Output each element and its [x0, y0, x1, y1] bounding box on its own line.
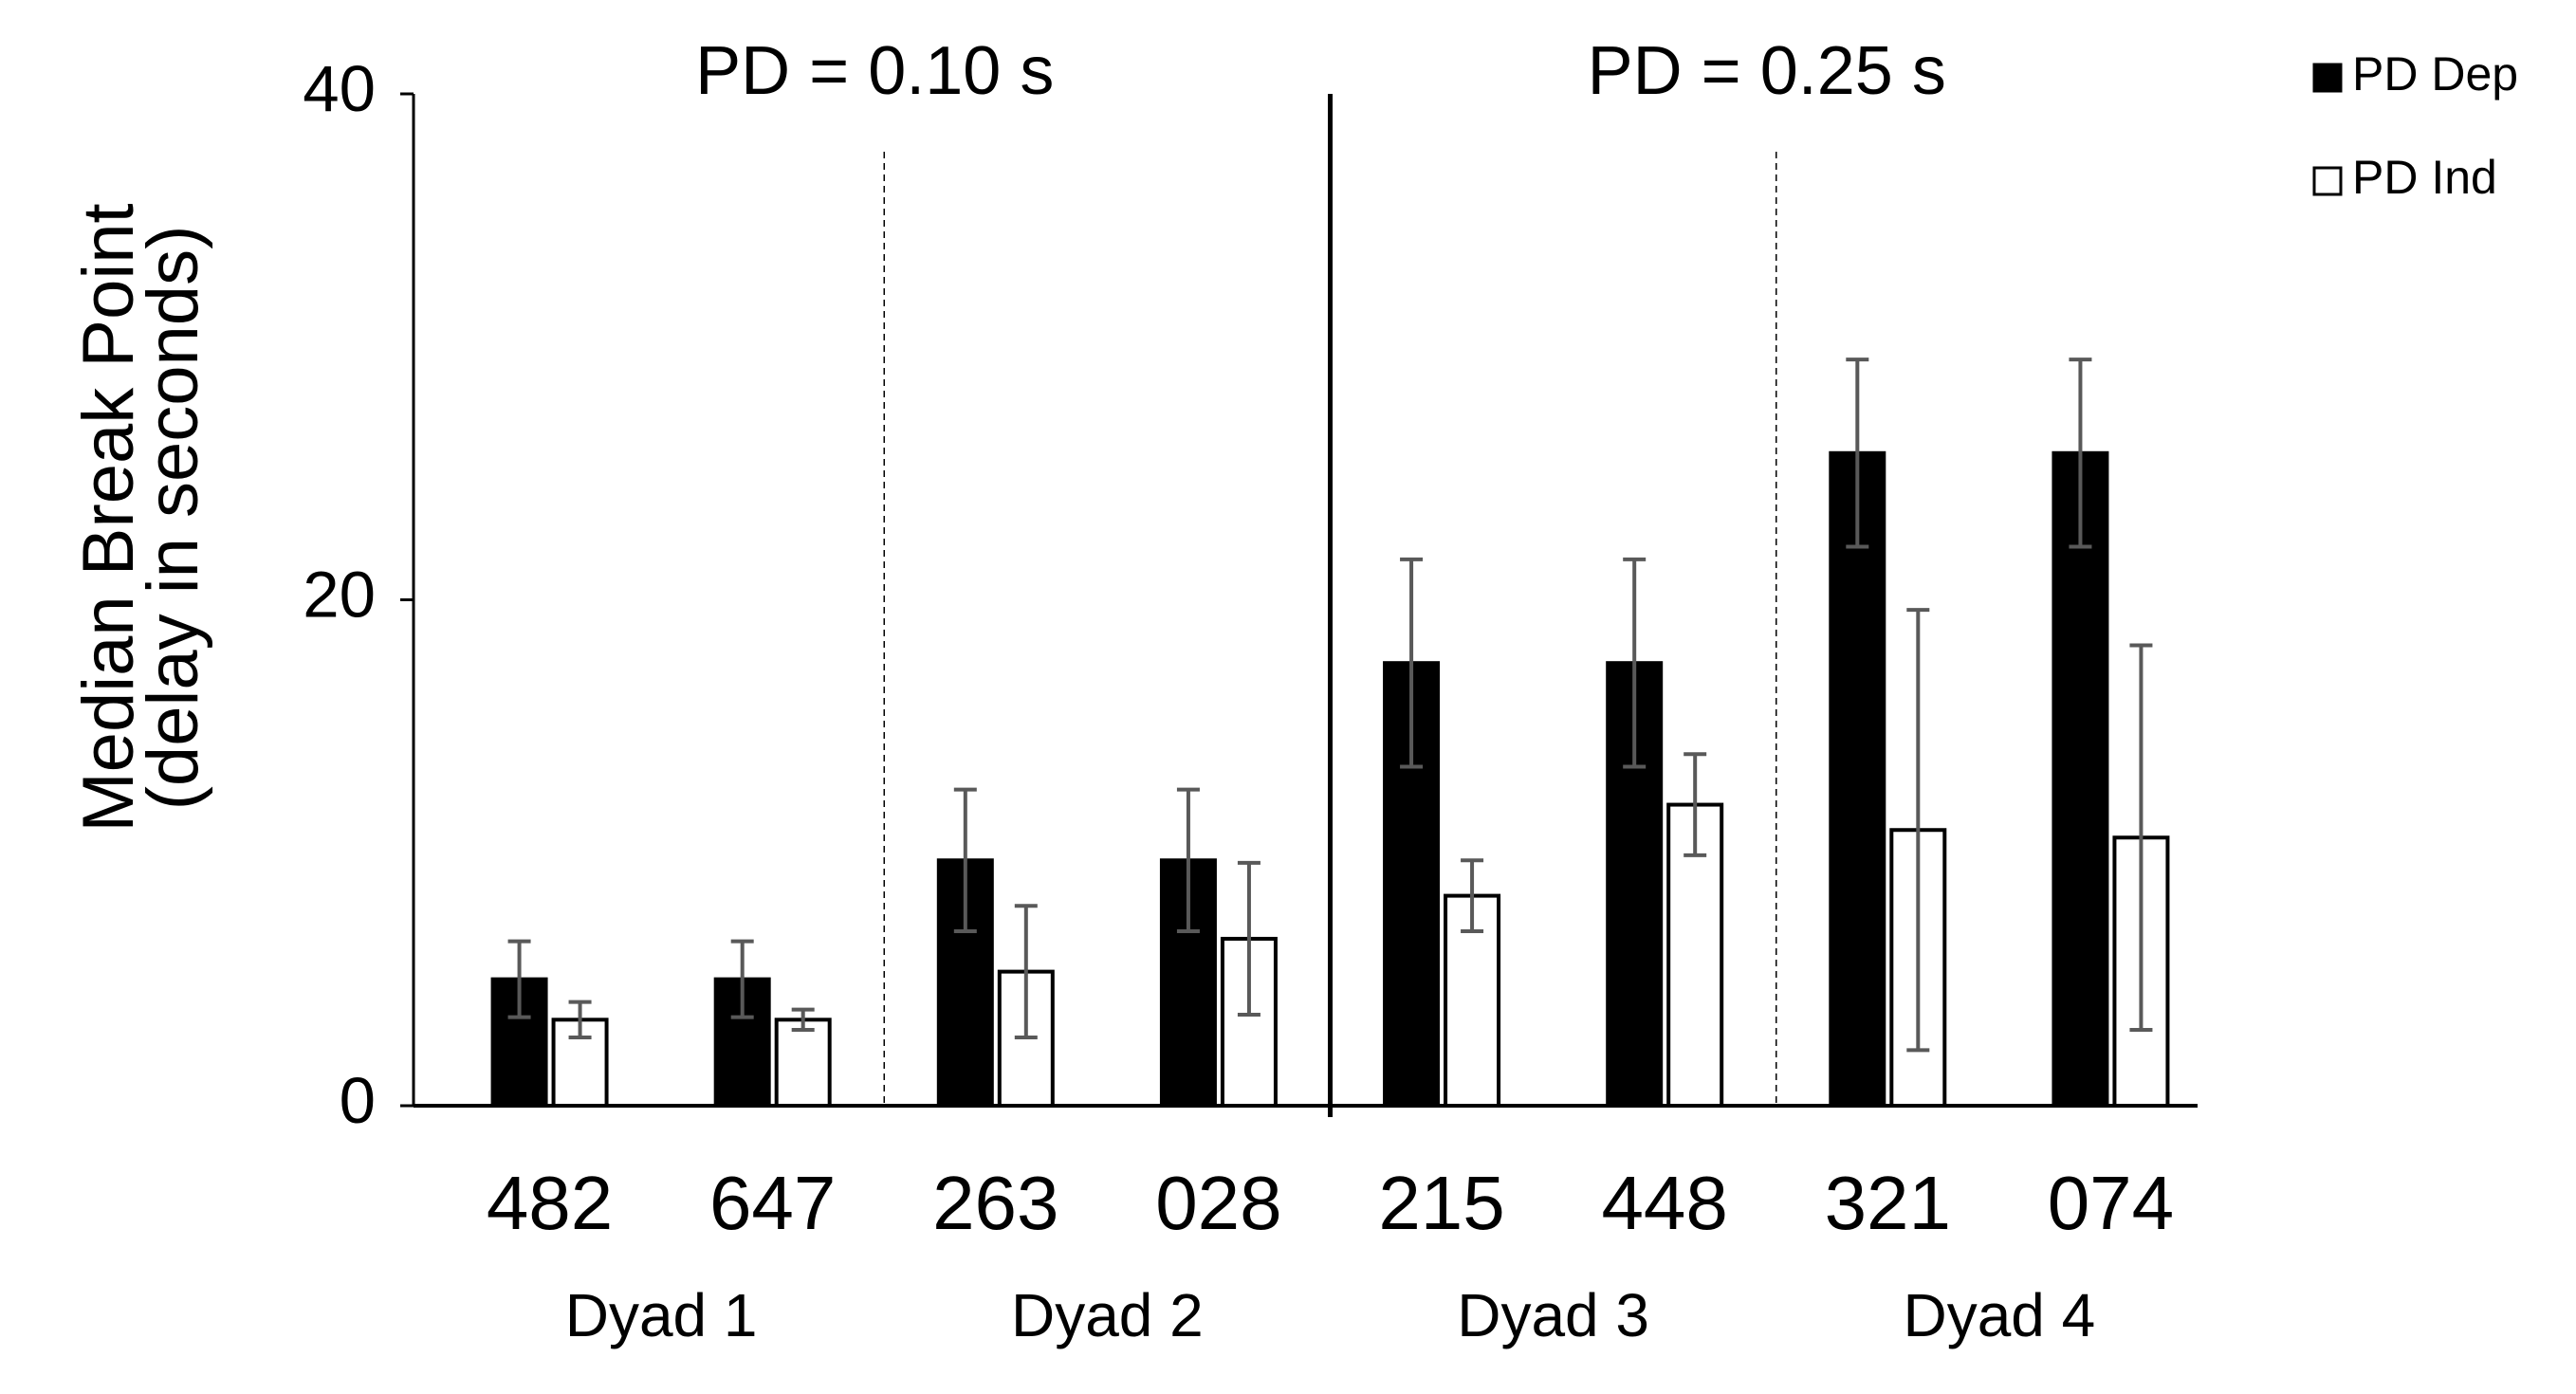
y-tick-label: 40	[303, 52, 376, 125]
x-tick-label: 028	[1155, 1161, 1281, 1245]
group-label: Dyad 3	[1457, 1281, 1649, 1349]
bar	[774, 1018, 832, 1109]
y-axis-label: Median Break Point	[68, 203, 149, 832]
error-bar	[507, 939, 531, 1019]
error-bar	[791, 1007, 815, 1032]
error-bar	[1906, 608, 1930, 1053]
group-label: Dyad 2	[1011, 1281, 1204, 1349]
x-tick-label: 647	[709, 1161, 836, 1245]
x-tick-label: 263	[932, 1161, 1058, 1245]
bar	[936, 858, 994, 1108]
error-bar	[1623, 557, 1647, 769]
annotation: PD = 0.10 s	[695, 33, 1054, 109]
error-bar	[953, 787, 977, 933]
y-axis-label: (delay in seconds)	[133, 226, 213, 811]
error-bar	[1237, 860, 1260, 1017]
error-bar	[2069, 358, 2092, 549]
y-tick-label: 20	[303, 559, 376, 632]
legend-swatch	[2312, 166, 2343, 196]
x-tick-label: 074	[2048, 1161, 2174, 1245]
error-bar	[1014, 904, 1038, 1039]
group-label: Dyad 1	[565, 1281, 758, 1349]
error-bar	[1400, 557, 1424, 769]
x-tick-label: 321	[1825, 1161, 1951, 1245]
error-bar	[1684, 752, 1707, 857]
error-bar	[1176, 787, 1200, 933]
error-bar	[568, 1000, 592, 1039]
error-bar	[1846, 358, 1869, 549]
y-tick-label: 0	[340, 1064, 376, 1137]
group-label: Dyad 4	[1903, 1281, 2095, 1349]
legend-label: PD Ind	[2352, 151, 2497, 204]
legend-swatch	[2312, 63, 2343, 93]
annotation: PD = 0.25 s	[1588, 33, 1946, 109]
error-bar	[2129, 643, 2153, 1032]
x-tick-label: 482	[487, 1161, 613, 1245]
bar	[1829, 450, 1886, 1109]
bar	[1383, 661, 1441, 1108]
bar	[2052, 450, 2109, 1109]
legend-label: PD Dep	[2352, 47, 2518, 101]
error-bar	[1461, 858, 1484, 933]
error-bar	[730, 939, 754, 1019]
x-tick-label: 448	[1601, 1161, 1727, 1245]
x-tick-label: 215	[1378, 1161, 1504, 1245]
